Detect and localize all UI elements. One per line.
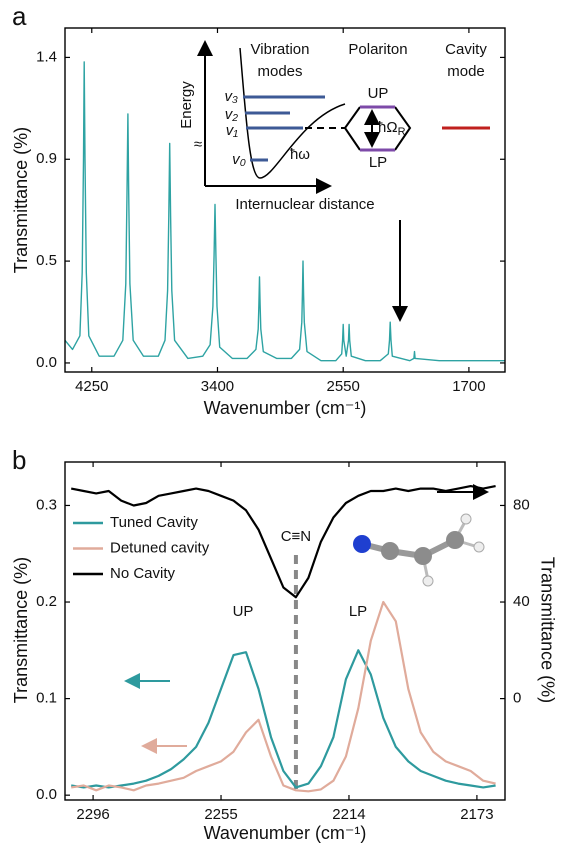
- distance-label: Internuclear distance: [235, 196, 374, 213]
- y-axis-label: Transmittance (%): [11, 557, 31, 703]
- x-tick-label: 3400: [201, 378, 234, 395]
- hw-label: ħω: [290, 146, 310, 163]
- y-tick-label: 0.3: [36, 496, 57, 513]
- x-axis-label: Wavenumber (cm⁻¹): [204, 398, 367, 418]
- y2-axis-label: Transmittance (%): [537, 557, 557, 703]
- level-label: v₁: [226, 122, 239, 139]
- atom: [353, 535, 371, 553]
- x-tick-label: 1700: [452, 378, 485, 395]
- x-axis-label: Wavenumber (cm⁻¹): [204, 823, 367, 843]
- lp-label: LP: [369, 154, 387, 171]
- atom: [414, 547, 432, 565]
- x-tick-label: 2173: [460, 806, 493, 823]
- y-tick-label: 0.0: [36, 354, 57, 371]
- rabi-subscript: R: [398, 126, 406, 138]
- y-tick-label: 0.1: [36, 690, 57, 707]
- data-line: [71, 600, 496, 793]
- level-label: v₂: [225, 106, 239, 123]
- inset-title: Polariton: [348, 41, 407, 58]
- potential-curve: [239, 47, 346, 179]
- panel-label: a: [12, 1, 27, 31]
- x-tick-label: 4250: [75, 378, 108, 395]
- inset-title: Vibration: [251, 41, 310, 58]
- panel-label: b: [12, 445, 26, 475]
- y-tick-label: 0.5: [36, 252, 57, 269]
- plot-frame: [64, 27, 506, 373]
- x-tick-label: 2255: [204, 806, 237, 823]
- y-tick-label: 0.0: [36, 786, 57, 803]
- reference-label: C≡N: [281, 528, 311, 545]
- y-tick-label: 0.9: [36, 150, 57, 167]
- plot-frame: [64, 461, 506, 801]
- rabi-label: ħΩR: [378, 119, 406, 138]
- inset-title: modes: [257, 63, 302, 80]
- molecule: [353, 513, 485, 587]
- y2-tick-label: 0: [513, 690, 521, 707]
- atom: [381, 542, 399, 560]
- y-tick-label: 1.4: [36, 48, 57, 65]
- y2-tick-label: 40: [513, 593, 530, 610]
- atom: [446, 531, 464, 549]
- atom: [460, 513, 472, 525]
- inset: Energy ≈ v₃ v₂ v₁ v₀ ħω Vibration modes …: [178, 40, 490, 322]
- data-line: [64, 61, 505, 362]
- atom: [422, 575, 434, 587]
- legend-label: Detuned cavity: [110, 539, 210, 556]
- energy-label: Energy: [178, 81, 195, 129]
- atom: [473, 541, 485, 553]
- y-tick-label: 0.2: [36, 593, 57, 610]
- inset-title: Cavity: [445, 41, 487, 58]
- lp-label: LP: [349, 603, 367, 620]
- up-label: UP: [368, 85, 389, 102]
- legend-label: No Cavity: [110, 565, 176, 582]
- level-label: v₃: [225, 88, 239, 105]
- up-label: UP: [233, 603, 254, 620]
- data-line: [71, 649, 496, 789]
- x-tick-label: 2214: [332, 806, 365, 823]
- rabi-symbol: ħΩ: [378, 119, 398, 136]
- y2-tick-label: 80: [513, 496, 530, 513]
- hexagon: [344, 106, 412, 151]
- y-axis-label: Transmittance (%): [11, 127, 31, 273]
- legend-label: Tuned Cavity: [110, 514, 198, 531]
- data-line: [70, 485, 496, 599]
- x-tick-label: 2296: [76, 806, 109, 823]
- axis-break: ≈: [194, 136, 202, 153]
- x-tick-label: 2550: [327, 378, 360, 395]
- level-label: v₀: [232, 151, 246, 168]
- inset-title: mode: [447, 63, 485, 80]
